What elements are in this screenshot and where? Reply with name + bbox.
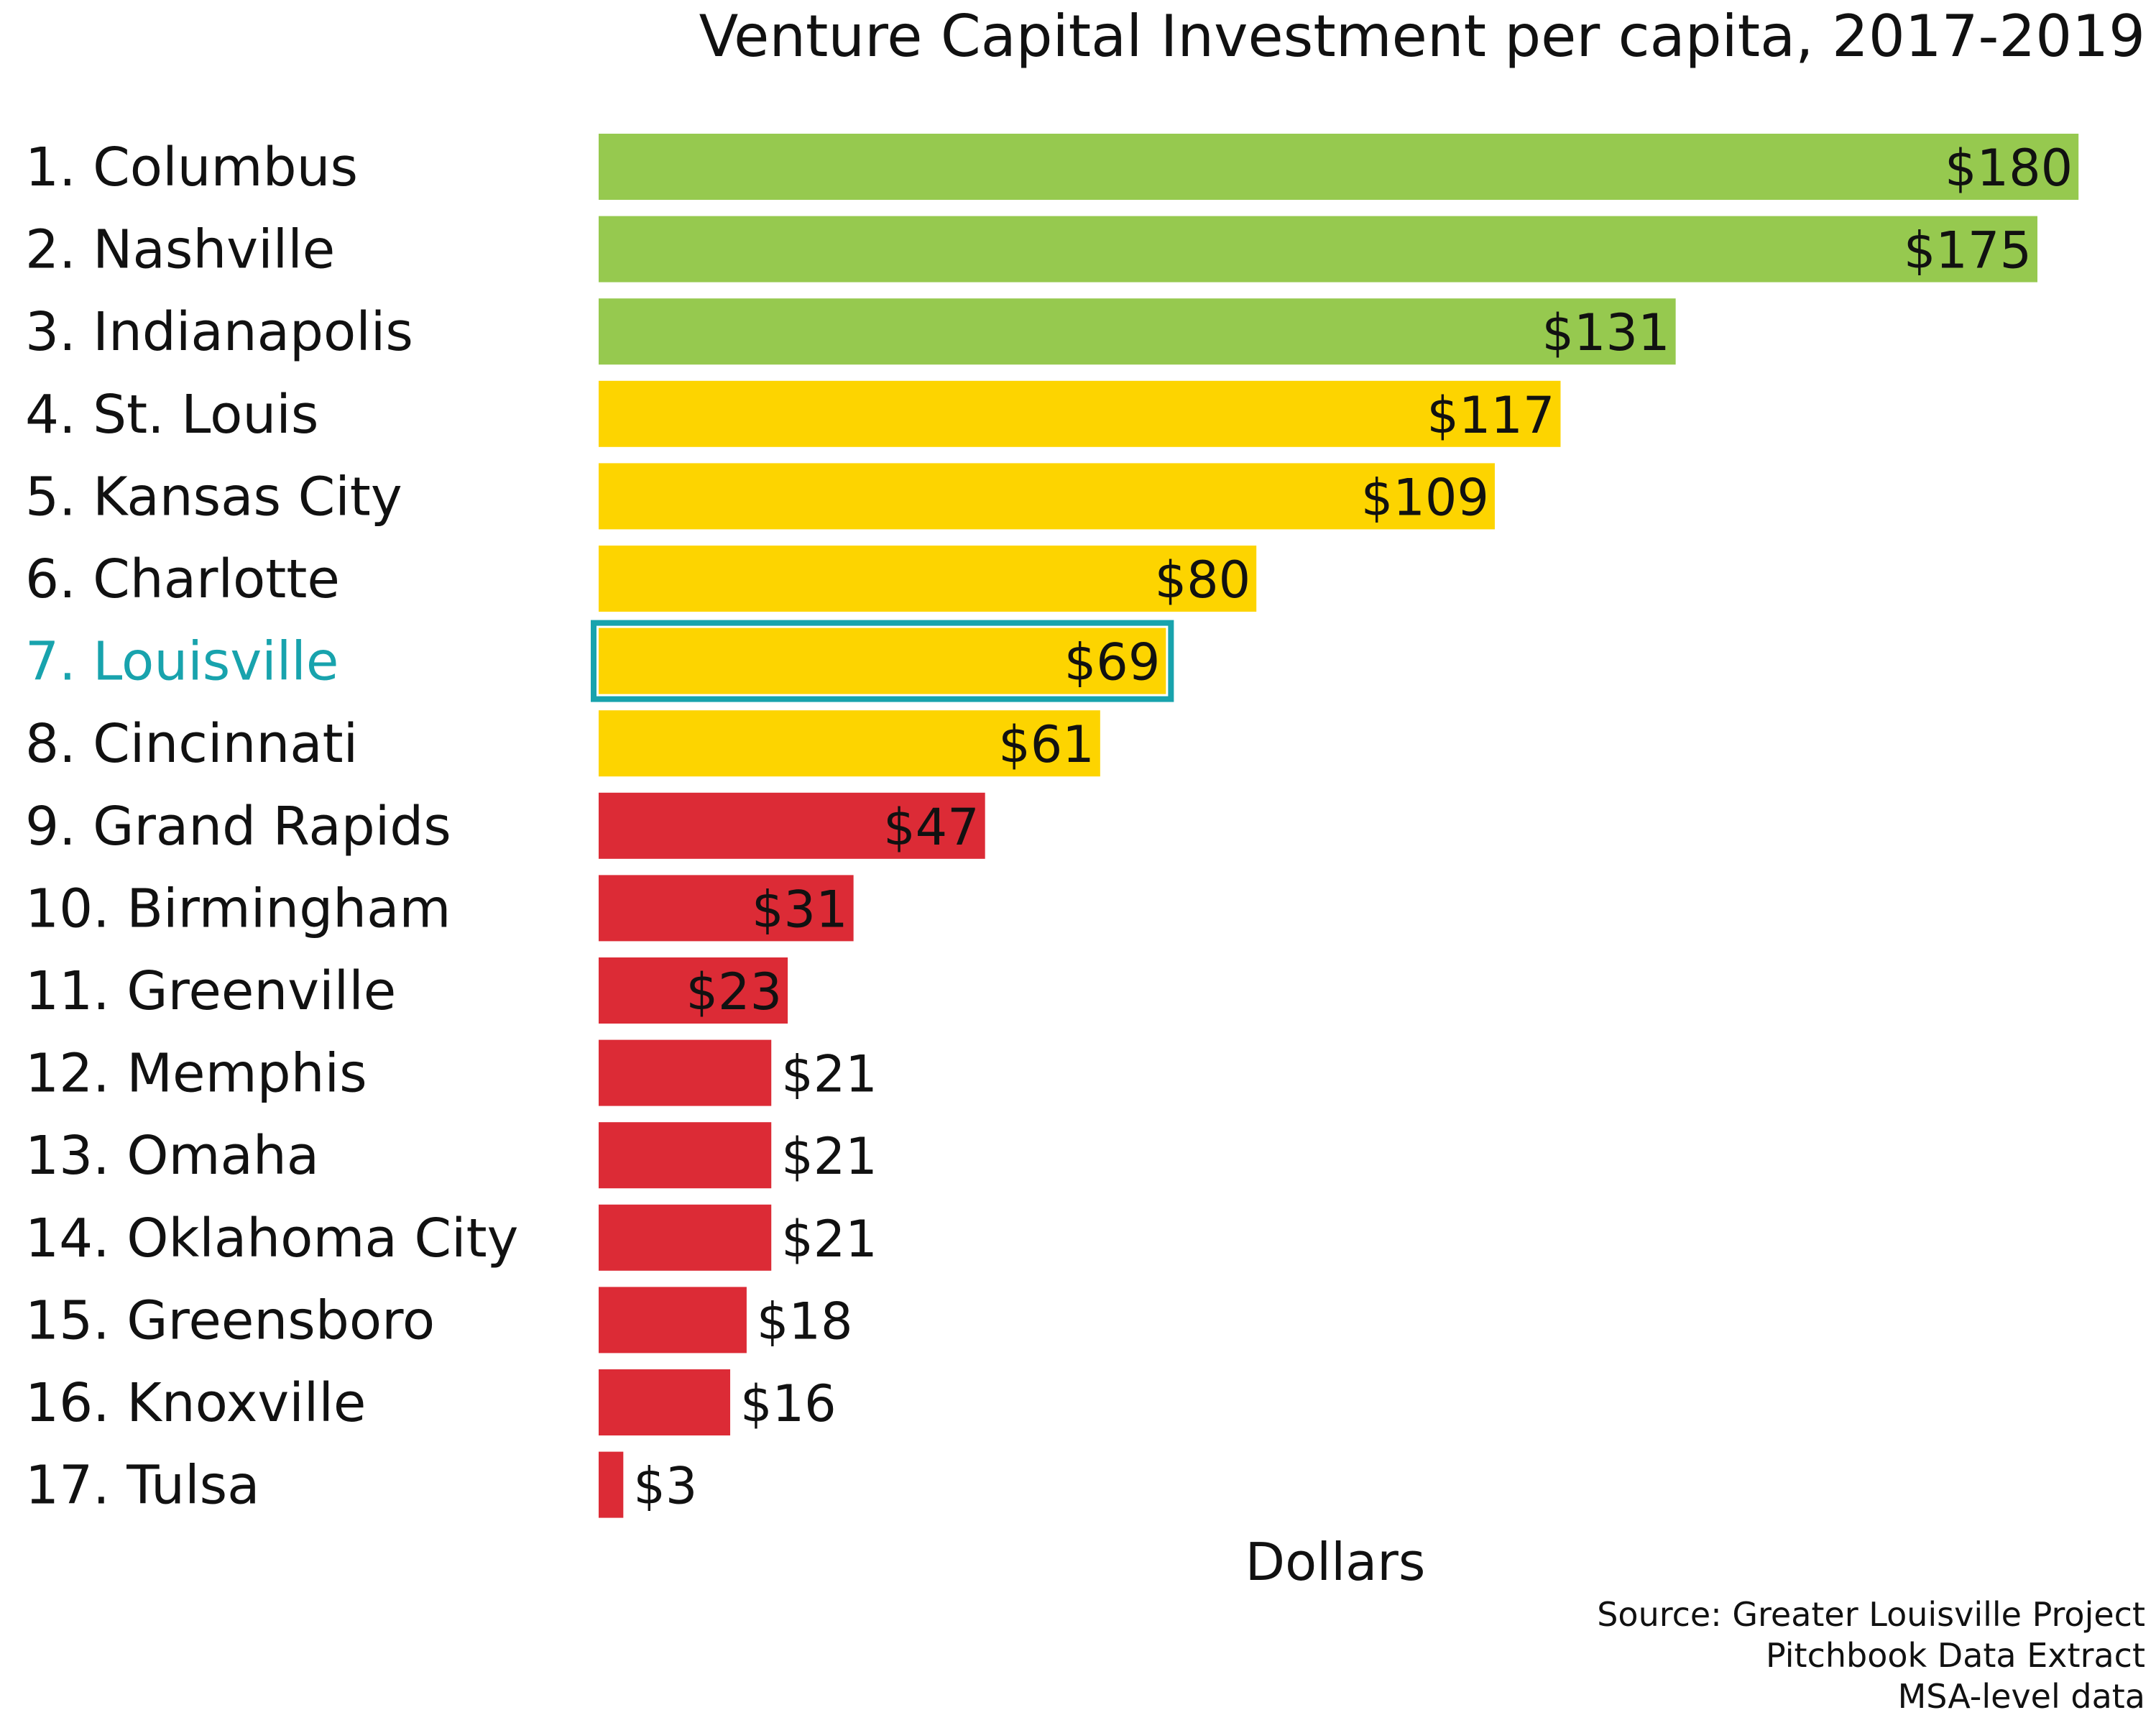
bar [599,134,2079,200]
category-label: 5. Kansas City [25,466,402,528]
data-label: $47 [883,798,980,857]
bars-layer: 1. Columbus $180 2. Nashville $175 3. Indian… [25,134,2079,1518]
bar [599,216,2037,282]
x-axis-label: Dollars [1245,1532,1426,1592]
data-label: $23 [686,962,783,1021]
data-label: $61 [998,715,1095,774]
category-label: 8. Cincinnati [25,713,358,775]
data-label: $18 [757,1292,853,1351]
category-label: 4. St. Louis [25,384,318,446]
highlight-outline [591,620,1174,702]
data-label: $21 [781,1210,877,1269]
category-label: 7. Louisville [25,631,338,693]
bar [599,1204,772,1271]
bar [599,1122,772,1189]
source-note: Source: Greater Louisville ProjectPitchb… [1597,1595,2145,1716]
category-label: 17. Tulsa [25,1455,260,1517]
category-label: 15. Greensboro [25,1290,435,1351]
category-label: 12. Memphis [25,1043,367,1105]
category-label: 16. Knoxville [25,1372,366,1434]
bar [599,1039,772,1106]
data-label: $175 [1904,221,2032,280]
data-label: $180 [1945,139,2073,198]
data-label: $31 [752,880,848,939]
category-label: 11. Greenville [25,960,396,1022]
data-label: $131 [1542,303,1669,362]
data-label: $109 [1361,468,1489,527]
bar [599,1451,624,1518]
category-label: 13. Omaha [25,1125,319,1187]
bar [599,463,1495,530]
bar [599,1369,731,1435]
bar [599,380,1561,447]
bar [599,957,788,1024]
source-line: Source: Greater Louisville Project [1597,1595,2145,1634]
source-line: Pitchbook Data Extract [1766,1636,2145,1675]
bar [599,875,854,942]
data-label: $21 [781,1127,877,1186]
data-label: $21 [781,1045,877,1104]
source-line: MSA-level data [1898,1677,2145,1716]
bar [599,1287,747,1354]
data-label: $3 [633,1457,697,1516]
category-label: 3. Indianapolis [25,301,413,363]
bar [599,298,1676,365]
bar [599,546,1257,612]
data-label: $80 [1155,551,1251,610]
bar [599,628,1166,694]
category-label: 10. Birmingham [25,878,451,939]
data-label: $117 [1427,386,1554,445]
bar [599,710,1100,777]
bar [599,792,985,859]
data-label: $16 [740,1374,837,1433]
category-label: 2. Nashville [25,219,335,281]
category-label: 14. Oklahoma City [25,1208,518,1269]
category-label: 9. Grand Rapids [25,796,451,858]
data-label: $69 [1064,633,1161,692]
category-label: 1. Columbus [25,137,358,198]
category-label: 6. Charlotte [25,548,340,610]
chart-title: Venture Capital Investment per capita, 2… [699,3,2145,70]
